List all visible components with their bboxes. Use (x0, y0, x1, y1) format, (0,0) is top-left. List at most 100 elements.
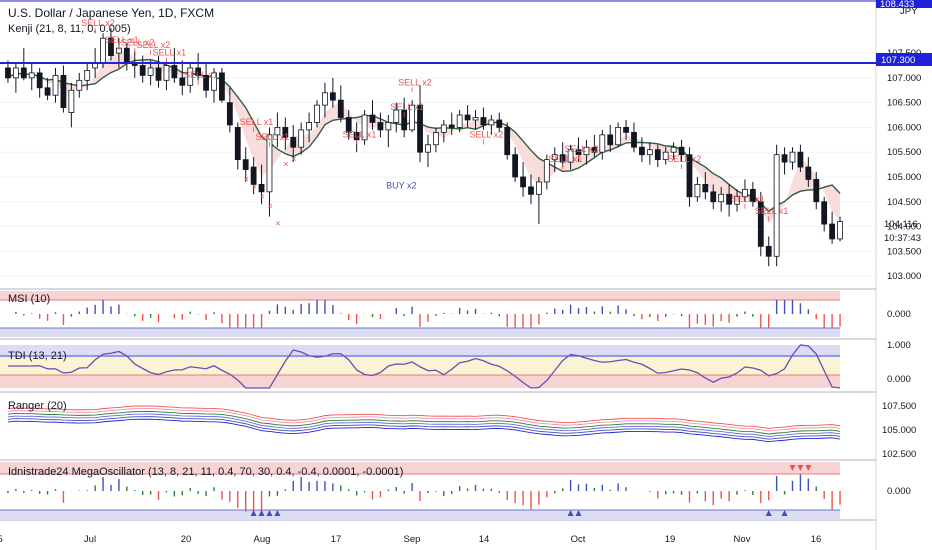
price-tick-3: 106.000 (887, 122, 921, 133)
candle-body (551, 154, 558, 161)
candle-body (718, 193, 725, 203)
candle-66 (528, 174, 534, 205)
candle-89 (710, 184, 717, 210)
candle-67 (536, 176, 542, 225)
candle-body (710, 191, 717, 203)
candle-24 (195, 53, 202, 81)
chart-title[interactable]: U.S. Dollar / Japanese Yen, 1D, FXCM (8, 6, 215, 20)
date-axis[interactable]: 5 Jul 20 Aug 17 Sep 14 Oct 19 Nov 16 (0, 534, 821, 545)
candle-32 (258, 164, 265, 205)
candle-body (543, 159, 550, 183)
candle-34 (274, 112, 281, 148)
date-tick-1: Jul (84, 534, 96, 545)
tdi-upper-band (0, 345, 840, 357)
top-price-tag (876, 0, 932, 8)
candle-82 (654, 144, 661, 168)
candle-body (361, 114, 368, 141)
sell-signal-9: SELL x1 (390, 102, 424, 112)
candle-body (472, 117, 479, 121)
candle-body (36, 72, 43, 89)
candle-60 (480, 107, 487, 130)
sell-signal-10: SELL x2 (398, 77, 432, 87)
candle-30 (242, 147, 249, 182)
mega-down-arrow-0 (789, 465, 796, 471)
candle-body (765, 245, 772, 257)
mega-label[interactable]: Idnistrade24 MegaOscillator (13, 8, 21, … (8, 466, 403, 478)
sell-signal-8: SELL x1 (343, 129, 377, 139)
candle-58 (464, 105, 471, 128)
candle-body (20, 67, 27, 79)
candle-body (781, 154, 788, 163)
price-tick-2: 106.500 (887, 98, 921, 109)
ranger-tick-1: 105.000 (882, 425, 916, 436)
candle-87 (694, 176, 701, 202)
candle-body (464, 114, 471, 121)
candle-98 (781, 147, 788, 175)
candle-71 (567, 144, 574, 170)
candle-46 (369, 100, 376, 130)
candle-body (147, 67, 154, 76)
candle-body (734, 196, 740, 205)
candle-6 (52, 67, 59, 103)
sell-signal-2: SELL x2 (121, 38, 155, 48)
candle-56 (448, 112, 455, 135)
candle-body (12, 67, 19, 79)
ranger-pane (7, 405, 841, 443)
candle-body (631, 131, 637, 148)
candle-77 (615, 122, 622, 148)
candle-64 (512, 147, 519, 182)
sell-signal-4: SELL x1 (152, 48, 186, 58)
candle-100 (797, 144, 804, 173)
candle-81 (646, 142, 653, 165)
candle-26 (211, 67, 217, 103)
candle-65 (520, 162, 526, 197)
candle-104 (829, 211, 836, 244)
candle-body (28, 72, 35, 79)
price-tick-6: 104.500 (887, 197, 921, 208)
candle-101 (805, 157, 812, 187)
candle-body (52, 74, 59, 96)
sell-signal-16: SELL x1 (755, 206, 789, 216)
candle-body (76, 79, 83, 91)
candle-8 (68, 82, 75, 128)
mega-down-arrow-1 (797, 465, 804, 471)
cross-mark-3: × (267, 201, 272, 211)
candle-85 (678, 139, 685, 163)
candle-16 (131, 50, 138, 78)
indicator-legend[interactable]: Kenji (21, 8, 11, 0, 0.005) (8, 23, 131, 35)
candle-1 (12, 62, 19, 93)
candle-62 (496, 112, 503, 133)
candle-body (44, 87, 51, 96)
candle-53 (425, 134, 431, 168)
tdi-label[interactable]: TDI (13, 21) (8, 350, 67, 362)
candle-29 (234, 122, 241, 170)
candle-body (139, 65, 146, 76)
candle-48 (385, 115, 392, 148)
ranger-label[interactable]: Ranger (20) (8, 400, 67, 412)
candle-body (615, 127, 622, 146)
msi-label[interactable]: MSI (10) (8, 293, 50, 305)
candle-body (195, 67, 202, 76)
candle-body (813, 179, 820, 203)
tdi-lower-band (0, 375, 840, 388)
candle-body (456, 114, 463, 128)
candle-93 (742, 179, 748, 202)
sell-signal-13: SELL x2 (565, 144, 599, 154)
kenji-ribbon (7, 51, 841, 224)
date-tick-3: Aug (254, 534, 271, 545)
candle-body (211, 72, 217, 91)
price-tick-8: 103.500 (887, 246, 921, 257)
candle-body (250, 166, 257, 185)
mega-up-arrow-4 (567, 510, 574, 516)
price-tick-1: 107.000 (887, 73, 921, 84)
candle-body (837, 221, 843, 240)
candle-body (773, 154, 780, 257)
candle-28 (226, 87, 233, 133)
mega-tick-zero: 0.000 (887, 486, 911, 497)
candle-body (274, 127, 281, 136)
candle-19 (155, 55, 162, 88)
candle-69 (551, 147, 558, 173)
mega-up-arrow-0 (250, 510, 257, 516)
